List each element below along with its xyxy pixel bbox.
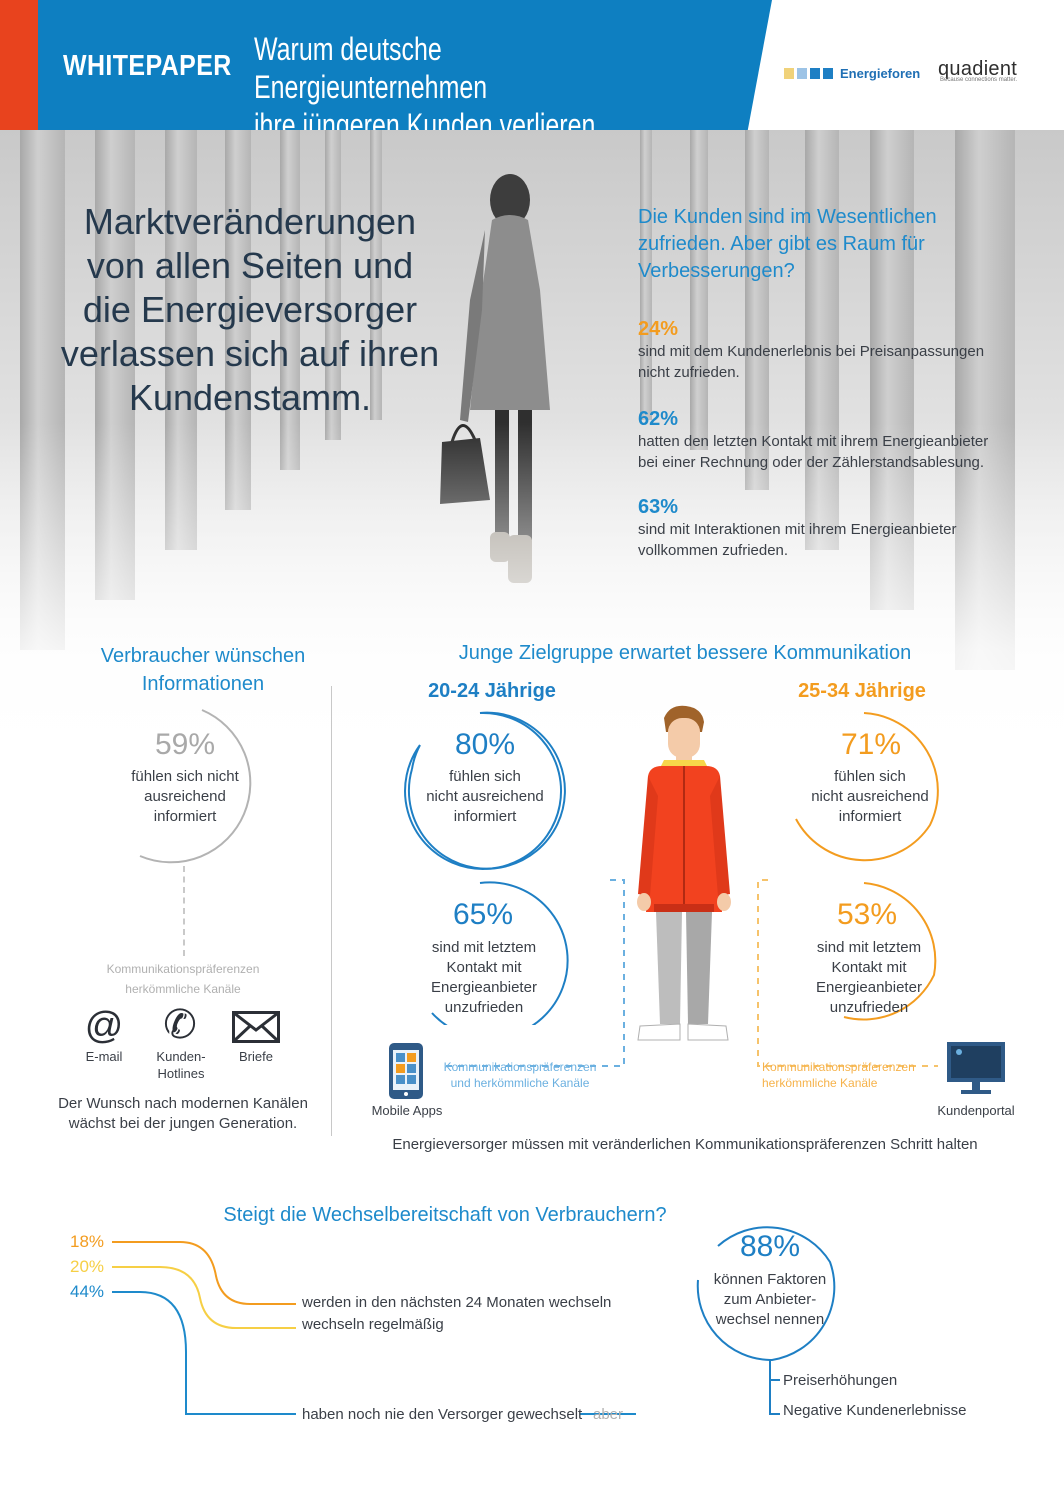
at-icon: @ <box>84 1005 124 1047</box>
stat-80-text: fühlen sich nicht ausreichend informiert <box>426 768 544 825</box>
energieforen-logo-text: Energieforen <box>840 65 921 81</box>
header-title: Warum deutsche Energieunternehmen ihre j… <box>254 30 660 144</box>
left-pref-label: Kommunikationspräferenzen herkömmliche K… <box>106 962 260 996</box>
hero-title-line: die Energieversorger <box>82 289 418 330</box>
channel-label-email: E-mail <box>85 1049 123 1064</box>
aber-label: aber <box>593 1406 624 1423</box>
group-title-25-34: 25-34 Jährige <box>798 680 926 702</box>
divider <box>331 686 332 1136</box>
left-stat-percent: 59% <box>154 728 216 761</box>
hero-title-line: Marktveränderungen <box>83 201 417 242</box>
group-title-20-24: 20-24 Jährige <box>428 680 556 702</box>
phone-icon: ✆ <box>163 1003 197 1047</box>
switch-lines-graphic <box>112 1241 636 1415</box>
stat-53-percent: 53% <box>836 898 898 931</box>
orange-pref-label: Kommunikationspräferenzen herkömmliche K… <box>762 1060 915 1090</box>
stat-percent: 62% <box>638 408 679 430</box>
stat-71-text: fühlen sich nicht ausreichend informiert <box>811 768 929 825</box>
hero-question: Die Kunden sind im Wesentlichen zufriede… <box>638 206 937 282</box>
hero-title-line: Kundenstamm. <box>128 377 372 418</box>
left-section-heading: Verbraucher wünschen Informationen <box>100 645 306 695</box>
stat-80-percent: 80% <box>454 728 516 761</box>
kundenportal-label: Kundenportal <box>937 1103 1015 1118</box>
quadient-logo: quadient Because connections matter. <box>938 58 1017 83</box>
right-section-footer: Energieversorger müssen mit veränderlich… <box>392 1136 978 1153</box>
left-stat-text: fühlen sich nicht ausreichend informiert <box>131 768 239 825</box>
switch-text-24-months: werden in den nächsten 24 Monaten wechse… <box>302 1294 612 1311</box>
stat-percent: 24% <box>638 318 679 340</box>
stat-71-percent: 71% <box>840 728 902 761</box>
dashed-connector <box>183 866 185 956</box>
switch-text-regularly: wechseln regelmäßig <box>302 1316 444 1333</box>
orange-dashed-bracket <box>757 879 938 1067</box>
hero-stat-2: 62% hatten den letzten Kontakt mit ihrem… <box>638 408 1038 473</box>
monitor-icon[interactable] <box>945 1040 1007 1098</box>
header-label: WHITEPAPER <box>63 50 232 82</box>
hero-title-line: von allen Seiten und <box>86 245 414 286</box>
switch-stat-44: 44% <box>70 1282 105 1301</box>
hero-stat-1: 24% sind mit dem Kundenerlebnis bei Prei… <box>638 318 1038 383</box>
factor-negative-experience: Negative Kundenerlebnisse <box>783 1402 967 1419</box>
quadient-tagline: Because connections matter. <box>940 77 1018 83</box>
bottom-section-heading: Steigt die Wechselbereitschaft von Verbr… <box>223 1204 667 1226</box>
stat-65-text: sind mit letztem Kontakt mit Energieanbi… <box>431 939 537 1016</box>
switch-text-never: haben noch nie den Versorger gewechselt <box>302 1406 583 1423</box>
hero-title-line: verlassen sich auf ihren <box>60 333 440 374</box>
left-section-note: Der Wunsch nach modernen Kanälen wächst … <box>58 1095 308 1132</box>
channel-label-briefe: Briefe <box>239 1049 273 1064</box>
hero-stat-3: 63% sind mit Interaktionen mit ihrem Ene… <box>638 496 1038 561</box>
quadient-logo-text: quadient <box>938 58 1018 80</box>
factors-text: können Faktoren zum Anbieter- wechsel ne… <box>713 1271 827 1328</box>
header-banner <box>38 0 772 130</box>
stat-53-text: sind mit letztem Kontakt mit Energieanbi… <box>816 939 922 1016</box>
blue-dashed-bracket <box>440 879 625 1067</box>
left-circle-arc <box>139 709 252 864</box>
stat-65-percent: 65% <box>452 898 514 931</box>
energieforen-logo: Energieforen <box>784 64 920 82</box>
factors-circle-graphic <box>696 1226 836 1415</box>
orange-arcs <box>795 712 939 1021</box>
factor-price-increase: Preiserhöhungen <box>783 1372 898 1389</box>
hero-title: Marktveränderungen von allen Seiten und … <box>40 200 460 420</box>
channel-label-hotlines: Kunden- Hotlines <box>156 1049 206 1081</box>
young-person-illustration <box>637 705 731 1041</box>
blue-pref-label: Kommunikationspräferenzen und herkömmlic… <box>443 1060 597 1090</box>
stat-percent: 63% <box>638 496 679 518</box>
mobile-apps-label: Mobile Apps <box>371 1103 443 1118</box>
switch-stat-20: 20% <box>70 1257 105 1276</box>
mobile-app-icon[interactable] <box>388 1042 424 1100</box>
right-section-heading: Junge Zielgruppe erwartet bessere Kommun… <box>458 642 912 664</box>
envelope-icon <box>232 1011 280 1043</box>
header-title-line1: Warum deutsche Energieunternehmen <box>254 31 488 105</box>
header-accent-bar <box>0 0 38 130</box>
switch-stat-18: 18% <box>70 1232 105 1251</box>
factors-percent: 88% <box>739 1230 801 1263</box>
blue-arcs <box>404 711 569 1025</box>
